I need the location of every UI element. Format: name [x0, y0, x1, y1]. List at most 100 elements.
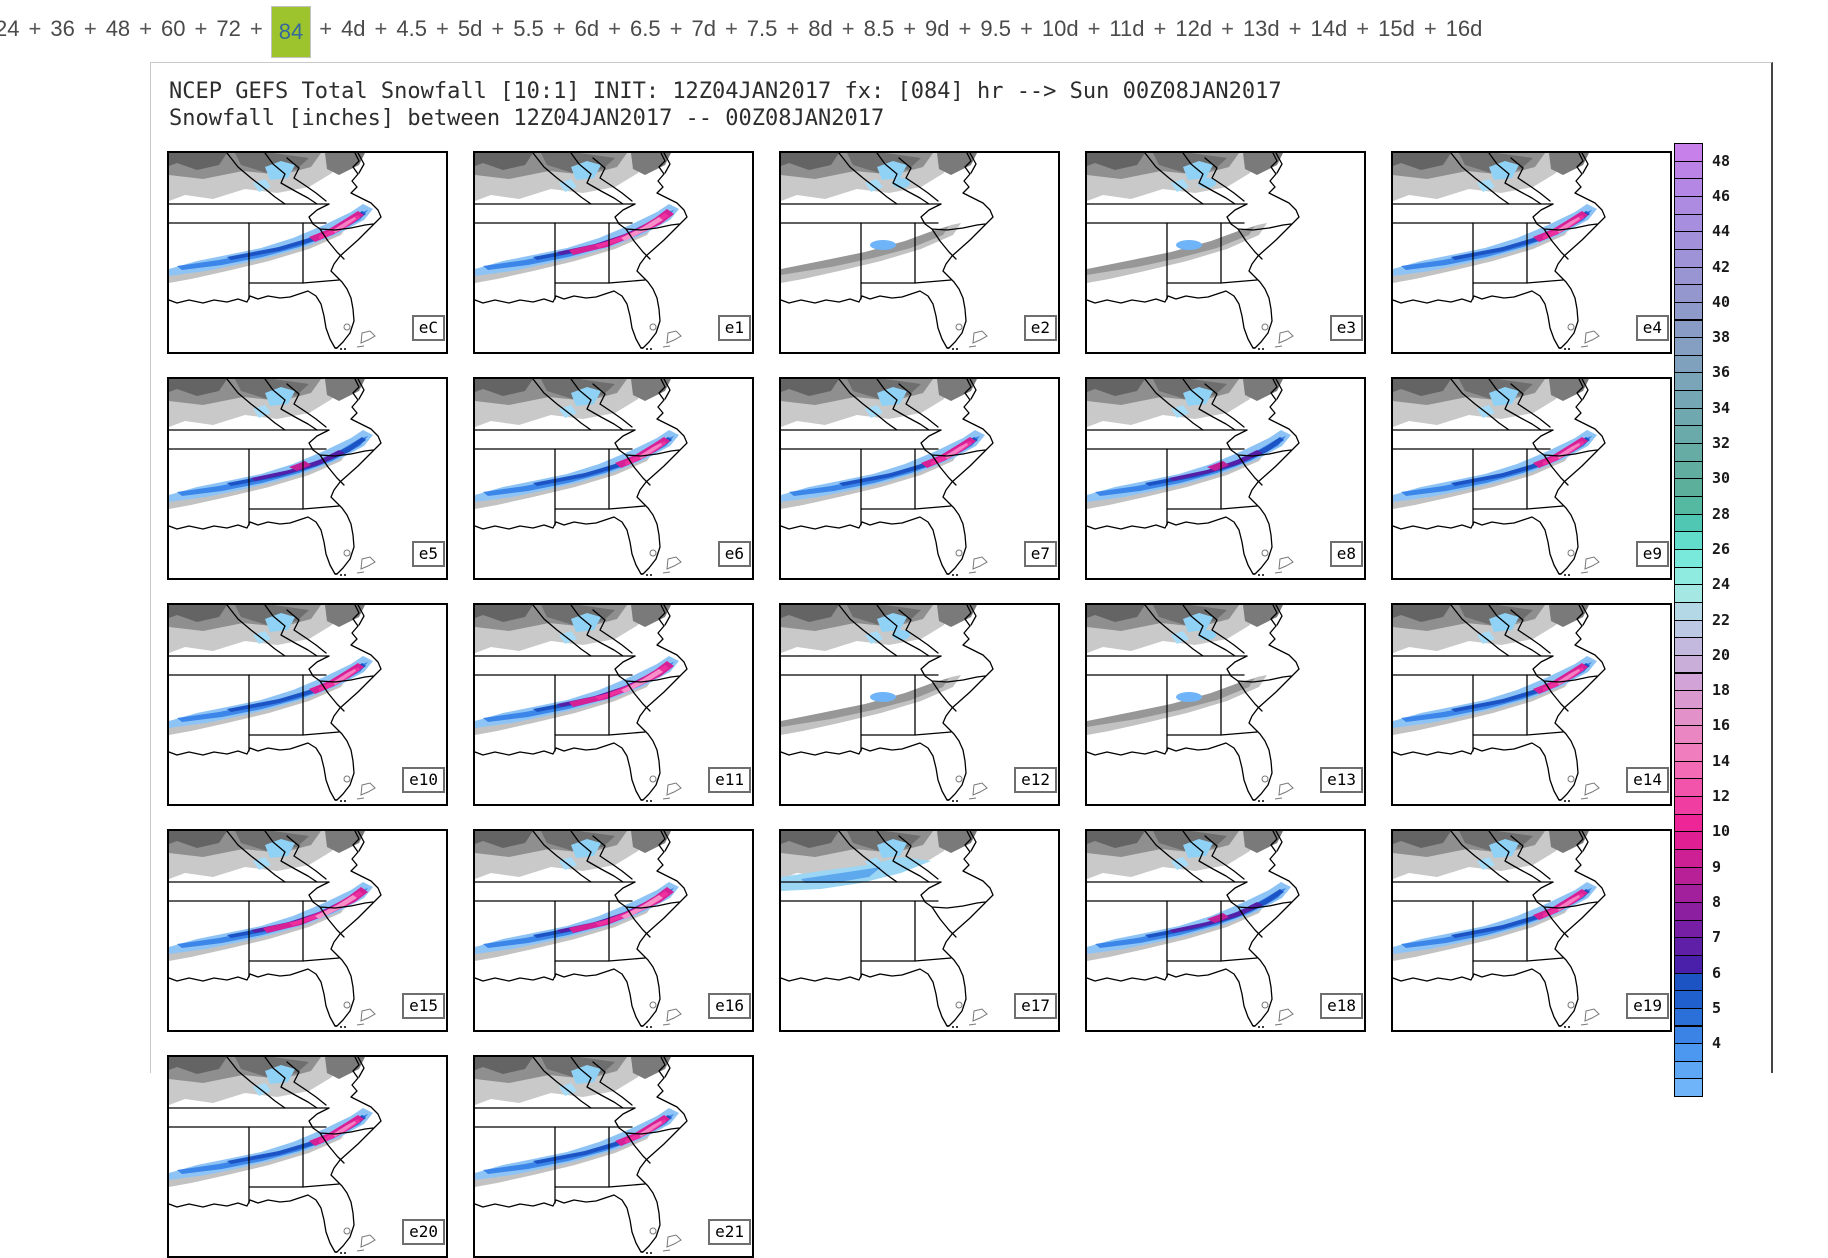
colorbar-tick-14: 14 — [1712, 751, 1731, 770]
nav-separator: + — [903, 16, 917, 41]
colorbar-tick-22: 22 — [1712, 610, 1731, 629]
nav-separator: + — [841, 16, 855, 41]
ensemble-panel-e2: e2 — [779, 151, 1060, 354]
colorbar-cell — [1674, 231, 1703, 250]
ensemble-panel-e10: e10 — [167, 603, 448, 806]
colorbar-tick-32: 32 — [1712, 434, 1731, 453]
fhr-link-16d[interactable]: 16d — [1445, 16, 1483, 41]
nav-separator: + — [1019, 16, 1033, 41]
colorbar-cell — [1674, 725, 1703, 745]
nav-separator: + — [1221, 16, 1234, 41]
nav-separator: + — [1087, 16, 1101, 41]
fhr-link-7d[interactable]: 7d — [691, 16, 716, 41]
panel-label-e15: e15 — [402, 993, 445, 1019]
fhr-link-9.5[interactable]: 9.5 — [980, 16, 1011, 41]
ensemble-panel-e20: e20 — [167, 1055, 448, 1258]
nav-separator: + — [194, 16, 208, 41]
panel-label-e1: e1 — [717, 315, 751, 341]
fhr-link-12d[interactable]: 12d — [1175, 16, 1213, 41]
nav-separator: + — [1153, 16, 1167, 41]
ensemble-panel-eC: eC — [167, 151, 448, 354]
fhr-link-14d[interactable]: 14d — [1310, 16, 1348, 41]
nav-separator: + — [552, 16, 566, 41]
colorbar-cell — [1674, 919, 1703, 939]
colorbar-cell — [1674, 954, 1703, 974]
fhr-link-48[interactable]: 48 — [105, 16, 131, 41]
colorbar-cell — [1674, 901, 1703, 921]
ensemble-panel-e15: e15 — [167, 829, 448, 1032]
nav-separator: + — [436, 16, 449, 41]
colorbar-tick-30: 30 — [1712, 469, 1731, 488]
colorbar-cell — [1674, 443, 1703, 462]
nav-separator: + — [139, 16, 153, 41]
nav-separator: + — [608, 16, 621, 41]
fhr-link-5d[interactable]: 5d — [457, 16, 483, 41]
nav-separator: + — [786, 16, 800, 41]
ensemble-panel-e6: e6 — [473, 377, 754, 580]
fhr-link-24[interactable]: 24 — [0, 16, 20, 41]
fhr-link-8d[interactable]: 8d — [808, 16, 833, 41]
fhr-link-72[interactable]: 72 — [216, 16, 241, 41]
colorbar-cell — [1674, 1007, 1703, 1027]
nav-separator: + — [374, 16, 388, 41]
ensemble-panel-e11: e11 — [473, 603, 754, 806]
colorbar-cell — [1674, 1025, 1703, 1045]
fhr-link-36[interactable]: 36 — [50, 16, 75, 41]
colorbar-cell — [1674, 143, 1703, 162]
colorbar-cell — [1674, 266, 1703, 286]
fhr-link-8.5[interactable]: 8.5 — [863, 16, 895, 41]
fhr-link-84-active[interactable]: 84 — [270, 6, 312, 58]
colorbar-tick-5: 5 — [1712, 998, 1722, 1017]
colorbar-tick-8: 8 — [1712, 892, 1722, 911]
colorbar-tick-10: 10 — [1712, 822, 1731, 841]
fhr-link-4.5[interactable]: 4.5 — [396, 16, 427, 41]
colorbar-cell — [1674, 195, 1703, 215]
colorbar-cell — [1674, 866, 1703, 886]
colorbar-tick-42: 42 — [1712, 257, 1731, 276]
colorbar-cell — [1674, 160, 1703, 180]
colorbar-tick-46: 46 — [1712, 186, 1731, 205]
nav-separator: + — [28, 16, 42, 41]
fhr-link-5.5[interactable]: 5.5 — [513, 16, 544, 41]
panel-label-e21: e21 — [708, 1219, 751, 1245]
colorbar-tick-7: 7 — [1712, 928, 1722, 947]
colorbar-cell — [1674, 566, 1703, 586]
ensemble-panel-e9: e9 — [1391, 377, 1672, 580]
colorbar-cell — [1674, 478, 1703, 497]
colorbar-tick-44: 44 — [1712, 222, 1731, 241]
colorbar-tick-28: 28 — [1712, 504, 1731, 523]
nav-separator: + — [1423, 16, 1437, 41]
panel-label-e14: e14 — [1626, 767, 1669, 793]
fhr-link-13d[interactable]: 13d — [1242, 16, 1280, 41]
panel-label-e10: e10 — [402, 767, 445, 793]
ensemble-panel-e8: e8 — [1085, 377, 1366, 580]
colorbar-cell — [1674, 1043, 1703, 1062]
panel-label-eC: eC — [411, 315, 445, 341]
colorbar-cell — [1674, 213, 1703, 233]
colorbar-cell — [1674, 637, 1703, 656]
panel-label-e20: e20 — [402, 1219, 445, 1245]
panel-label-e6: e6 — [717, 541, 751, 567]
colorbar-tick-4: 4 — [1712, 1034, 1722, 1053]
fhr-link-15d[interactable]: 15d — [1378, 16, 1415, 41]
colorbar-tick-6: 6 — [1712, 963, 1722, 982]
fhr-link-10d[interactable]: 10d — [1041, 16, 1079, 41]
ensemble-panel-e5: e5 — [167, 377, 448, 580]
fhr-link-7.5[interactable]: 7.5 — [746, 16, 778, 41]
nav-separator: + — [249, 16, 263, 41]
fhr-link-6.5[interactable]: 6.5 — [630, 16, 661, 41]
colorbar-tick-34: 34 — [1712, 398, 1731, 417]
panel-label-e9: e9 — [1635, 541, 1669, 567]
fhr-link-9d[interactable]: 9d — [925, 16, 950, 41]
ensemble-panel-e13: e13 — [1085, 603, 1366, 806]
fhr-link-11d[interactable]: 11d — [1109, 16, 1145, 41]
fhr-link-4d[interactable]: 4d — [341, 16, 366, 41]
panel-label-e16: e16 — [708, 993, 751, 1019]
colorbar-tick-20: 20 — [1712, 645, 1731, 664]
fhr-link-60[interactable]: 60 — [161, 16, 186, 41]
panel-label-e17: e17 — [1014, 993, 1057, 1019]
ensemble-panel-e16: e16 — [473, 829, 754, 1032]
colorbar-tick-36: 36 — [1712, 363, 1731, 382]
ensemble-panel-e3: e3 — [1085, 151, 1366, 354]
fhr-link-6d[interactable]: 6d — [574, 16, 600, 41]
